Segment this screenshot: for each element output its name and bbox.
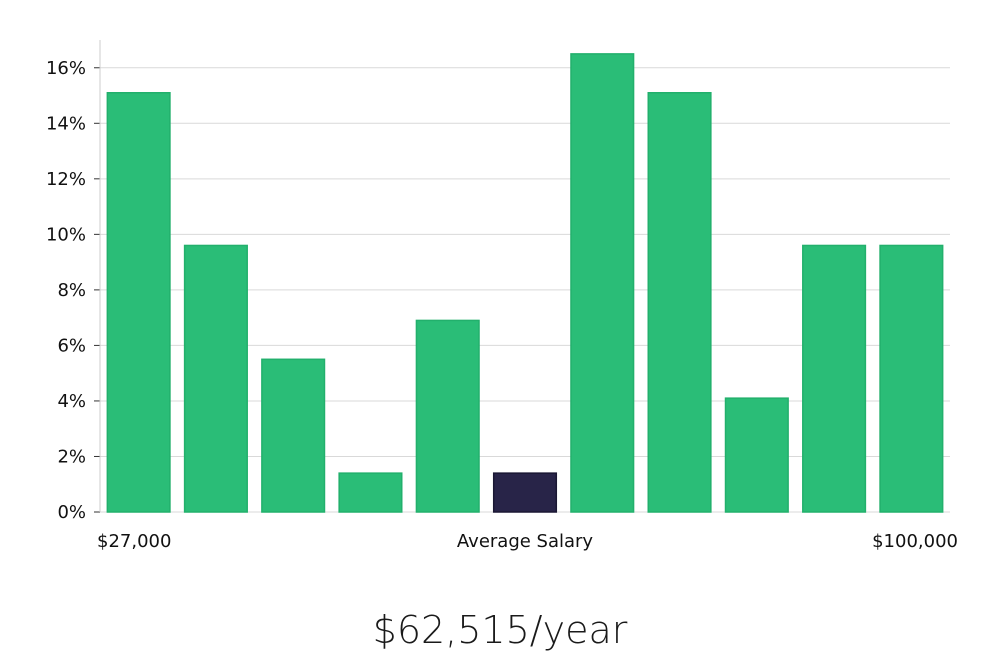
bar <box>724 397 789 513</box>
average-salary-value: $62,515/year <box>372 608 628 652</box>
bar-highlighted <box>492 472 558 513</box>
x-min-label: $27,000 <box>97 531 171 552</box>
x-max-label: $100,000 <box>872 531 958 552</box>
y-tick-label: 0% <box>57 502 86 523</box>
bar <box>647 92 712 513</box>
bar <box>415 319 480 513</box>
bar <box>106 92 171 513</box>
y-tick-label: 14% <box>46 113 86 134</box>
y-tick-label: 12% <box>46 169 86 190</box>
bars-group <box>106 53 944 513</box>
bar <box>338 472 403 513</box>
bar <box>261 358 326 513</box>
y-tick-label: 16% <box>46 58 86 79</box>
y-tick-label: 4% <box>57 391 86 412</box>
x-axis-label: Average Salary <box>457 531 594 552</box>
y-tick-label: 2% <box>57 446 86 467</box>
y-tick-label: 8% <box>57 280 86 301</box>
salary-histogram-chart: 0% 2% 4% 6% 8% 10% 12% 14% 16% $27,000 Average S… <box>46 40 958 552</box>
y-axis-ticks: 0% 2% 4% 6% 8% 10% 12% 14% 16% <box>46 58 100 523</box>
bar <box>802 244 867 513</box>
bar <box>183 244 248 513</box>
bar <box>570 53 635 513</box>
bar <box>879 244 944 513</box>
y-tick-label: 10% <box>46 224 86 245</box>
y-tick-label: 6% <box>57 335 86 356</box>
